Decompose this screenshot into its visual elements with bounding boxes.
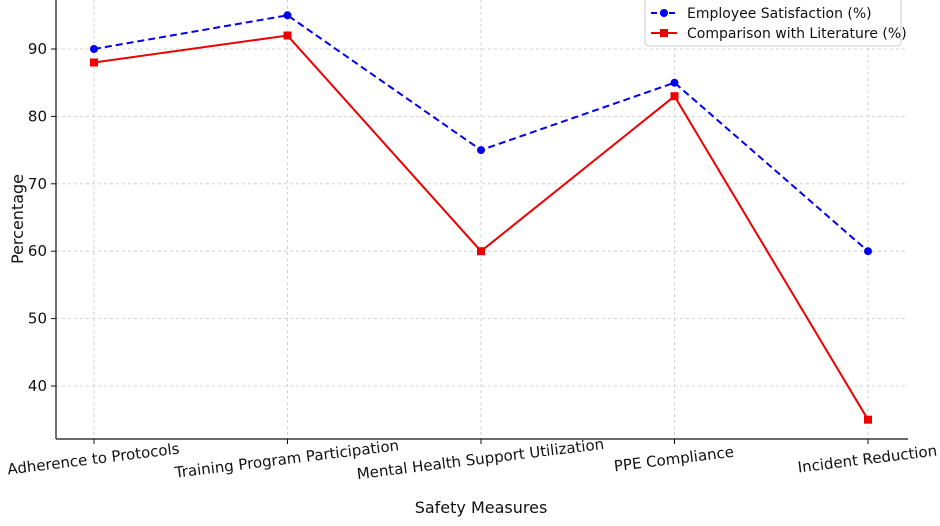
grid xyxy=(56,0,908,439)
data-point xyxy=(283,11,292,20)
x-tick-label: Adherence to Protocols xyxy=(6,440,180,479)
y-tick-label: 80 xyxy=(28,107,47,125)
y-tick-label: 90 xyxy=(28,40,47,58)
data-point xyxy=(283,31,292,40)
axes xyxy=(55,0,908,440)
series-0 xyxy=(90,11,872,256)
data-point xyxy=(864,415,872,424)
legend-box xyxy=(644,0,902,47)
legend-item: Employee Satisfaction (%) xyxy=(651,6,872,22)
x-tick-label: Incident Reduction xyxy=(797,442,938,477)
legend: Employee Satisfaction (%) Comparison with… xyxy=(644,0,907,47)
data-point xyxy=(670,78,679,87)
legend-item: Comparison with Literature (%) xyxy=(651,26,907,42)
y-tick-label: 40 xyxy=(28,377,47,395)
legend-label: Comparison with Literature (%) xyxy=(687,26,907,42)
legend-label: Employee Satisfaction (%) xyxy=(687,6,872,22)
y-tick-label: 60 xyxy=(28,242,47,260)
data-point xyxy=(864,247,872,256)
y-tick-label: 70 xyxy=(28,175,47,193)
data-point xyxy=(477,247,485,256)
x-tick-label: PPE Compliance xyxy=(613,443,735,476)
data-point xyxy=(477,146,485,155)
y-axis-title: Percentage xyxy=(8,174,27,264)
data-point xyxy=(90,58,98,67)
series xyxy=(90,11,872,424)
data-point xyxy=(90,45,98,53)
y-tick-label: 50 xyxy=(28,310,47,328)
data-point xyxy=(670,92,679,101)
legend-marker xyxy=(660,29,668,37)
x-axis-title: Safety Measures xyxy=(415,498,548,517)
legend-marker xyxy=(660,9,668,17)
series-1 xyxy=(90,31,872,424)
